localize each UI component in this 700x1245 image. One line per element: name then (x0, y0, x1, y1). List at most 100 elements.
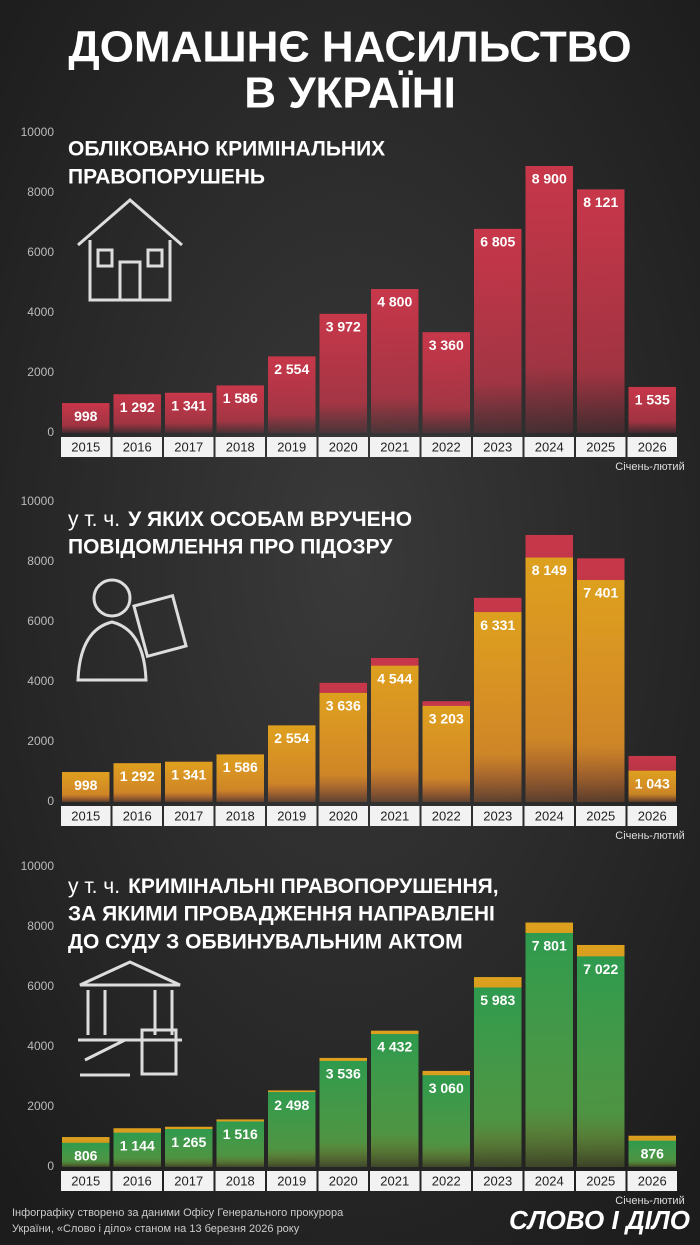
y-tick-label: 2000 (27, 1099, 54, 1113)
bar (319, 313, 367, 433)
year-box (61, 806, 111, 826)
year-box (267, 437, 317, 457)
person-icon (76, 578, 188, 682)
x-tick-label: 2016 (123, 1173, 152, 1188)
x-tick-label: 2025 (586, 439, 615, 454)
bar (525, 166, 573, 433)
chart-title: у т. ч. У ЯКИХ ОСОБАМ ВРУЧЕНО (68, 508, 412, 531)
value-label: 4 544 (377, 670, 412, 686)
y-tick-label: 4000 (27, 305, 54, 319)
y-tick-label: 6000 (27, 614, 54, 628)
value-label: 3 636 (326, 698, 361, 714)
x-tick-label: 2023 (483, 1173, 512, 1188)
x-tick-label: 2022 (432, 808, 461, 823)
x-tick-label: 2015 (71, 439, 100, 454)
y-tick-label: 2000 (27, 365, 54, 379)
year-box (421, 437, 471, 457)
x-tick-label: 2017 (174, 808, 203, 823)
x-tick-label: 2016 (123, 808, 152, 823)
y-tick-label: 8000 (27, 554, 54, 568)
value-label: 1 292 (120, 399, 155, 415)
year-box (627, 1171, 677, 1191)
year-box (267, 1171, 317, 1191)
bar (319, 692, 367, 802)
year-box (627, 437, 677, 457)
value-label: 4 800 (377, 294, 412, 310)
y-tick-label: 4000 (27, 1039, 54, 1053)
annotation: Січень-лютий (615, 830, 684, 842)
x-tick-label: 2023 (483, 808, 512, 823)
value-label: 3 060 (429, 1080, 464, 1096)
x-tick-label: 2018 (226, 808, 255, 823)
year-box (576, 437, 626, 457)
x-tick-label: 2023 (483, 439, 512, 454)
year-box (370, 806, 420, 826)
year-box (112, 806, 162, 826)
bar (474, 612, 522, 802)
value-label: 8 149 (532, 562, 567, 578)
year-box (164, 437, 214, 457)
y-tick-label: 10000 (21, 494, 55, 508)
bar (577, 189, 625, 433)
y-tick-label: 10000 (21, 859, 55, 873)
chart-title: ОБЛІКОВАНО КРИМІНАЛЬНИХ (68, 138, 385, 161)
year-box (524, 1171, 574, 1191)
chart-title: ПОВІДОМЛЕННЯ ПРО ПІДОЗРУ (68, 536, 393, 559)
year-box (627, 806, 677, 826)
year-box (112, 437, 162, 457)
value-label: 7 801 (532, 938, 567, 954)
x-tick-label: 2016 (123, 439, 152, 454)
x-tick-label: 2015 (71, 1173, 100, 1188)
year-box (524, 806, 574, 826)
year-box (61, 437, 111, 457)
bar (628, 770, 676, 802)
value-label: 2 498 (274, 1097, 309, 1113)
bar (422, 332, 470, 433)
bar (319, 1060, 367, 1167)
x-tick-label: 2021 (380, 808, 409, 823)
y-tick-label: 10000 (21, 125, 55, 139)
bar (422, 705, 470, 802)
y-tick-label: 6000 (27, 245, 54, 259)
year-box (112, 1171, 162, 1191)
bar (577, 956, 625, 1167)
y-tick-label: 0 (47, 794, 54, 808)
value-label: 8 900 (532, 171, 567, 187)
annotation: Січень-лютий (615, 461, 684, 473)
year-box (576, 1171, 626, 1191)
x-tick-label: 2017 (174, 439, 203, 454)
value-label: 998 (74, 777, 98, 793)
value-label: 1 341 (171, 397, 206, 413)
value-label: 8 121 (583, 194, 618, 210)
value-label: 1 144 (120, 1137, 155, 1153)
bar (371, 665, 419, 802)
value-label: 1 292 (120, 768, 155, 784)
value-label: 1 043 (635, 775, 670, 791)
value-label: 1 516 (223, 1126, 258, 1142)
bar (62, 403, 110, 433)
bar (216, 385, 264, 433)
page-title: В УКРАЇНІ (244, 69, 456, 118)
value-label: 6 805 (480, 234, 515, 250)
page-title: ДОМАШНЄ НАСИЛЬСТВО (68, 23, 631, 72)
y-tick-label: 6000 (27, 979, 54, 993)
bar (216, 754, 264, 802)
x-tick-label: 2022 (432, 1173, 461, 1188)
bar (474, 987, 522, 1167)
bar (371, 1034, 419, 1167)
footer-source: Інфографіку створено за даними Офісу Ген… (12, 1207, 344, 1219)
year-box (164, 1171, 214, 1191)
value-label: 2 554 (274, 730, 309, 746)
value-label: 806 (74, 1148, 98, 1164)
value-label: 1 586 (223, 390, 258, 406)
year-box (164, 806, 214, 826)
x-tick-label: 2018 (226, 1173, 255, 1188)
bar (113, 1132, 161, 1167)
year-box (473, 437, 523, 457)
value-label: 3 360 (429, 337, 464, 353)
bar (371, 289, 419, 433)
x-tick-label: 2020 (329, 439, 358, 454)
chart-title: ЗА ЯКИМИ ПРОВАДЖЕННЯ НАПРАВЛЕНІ (68, 903, 495, 926)
year-box (61, 1171, 111, 1191)
bar (165, 1129, 213, 1167)
